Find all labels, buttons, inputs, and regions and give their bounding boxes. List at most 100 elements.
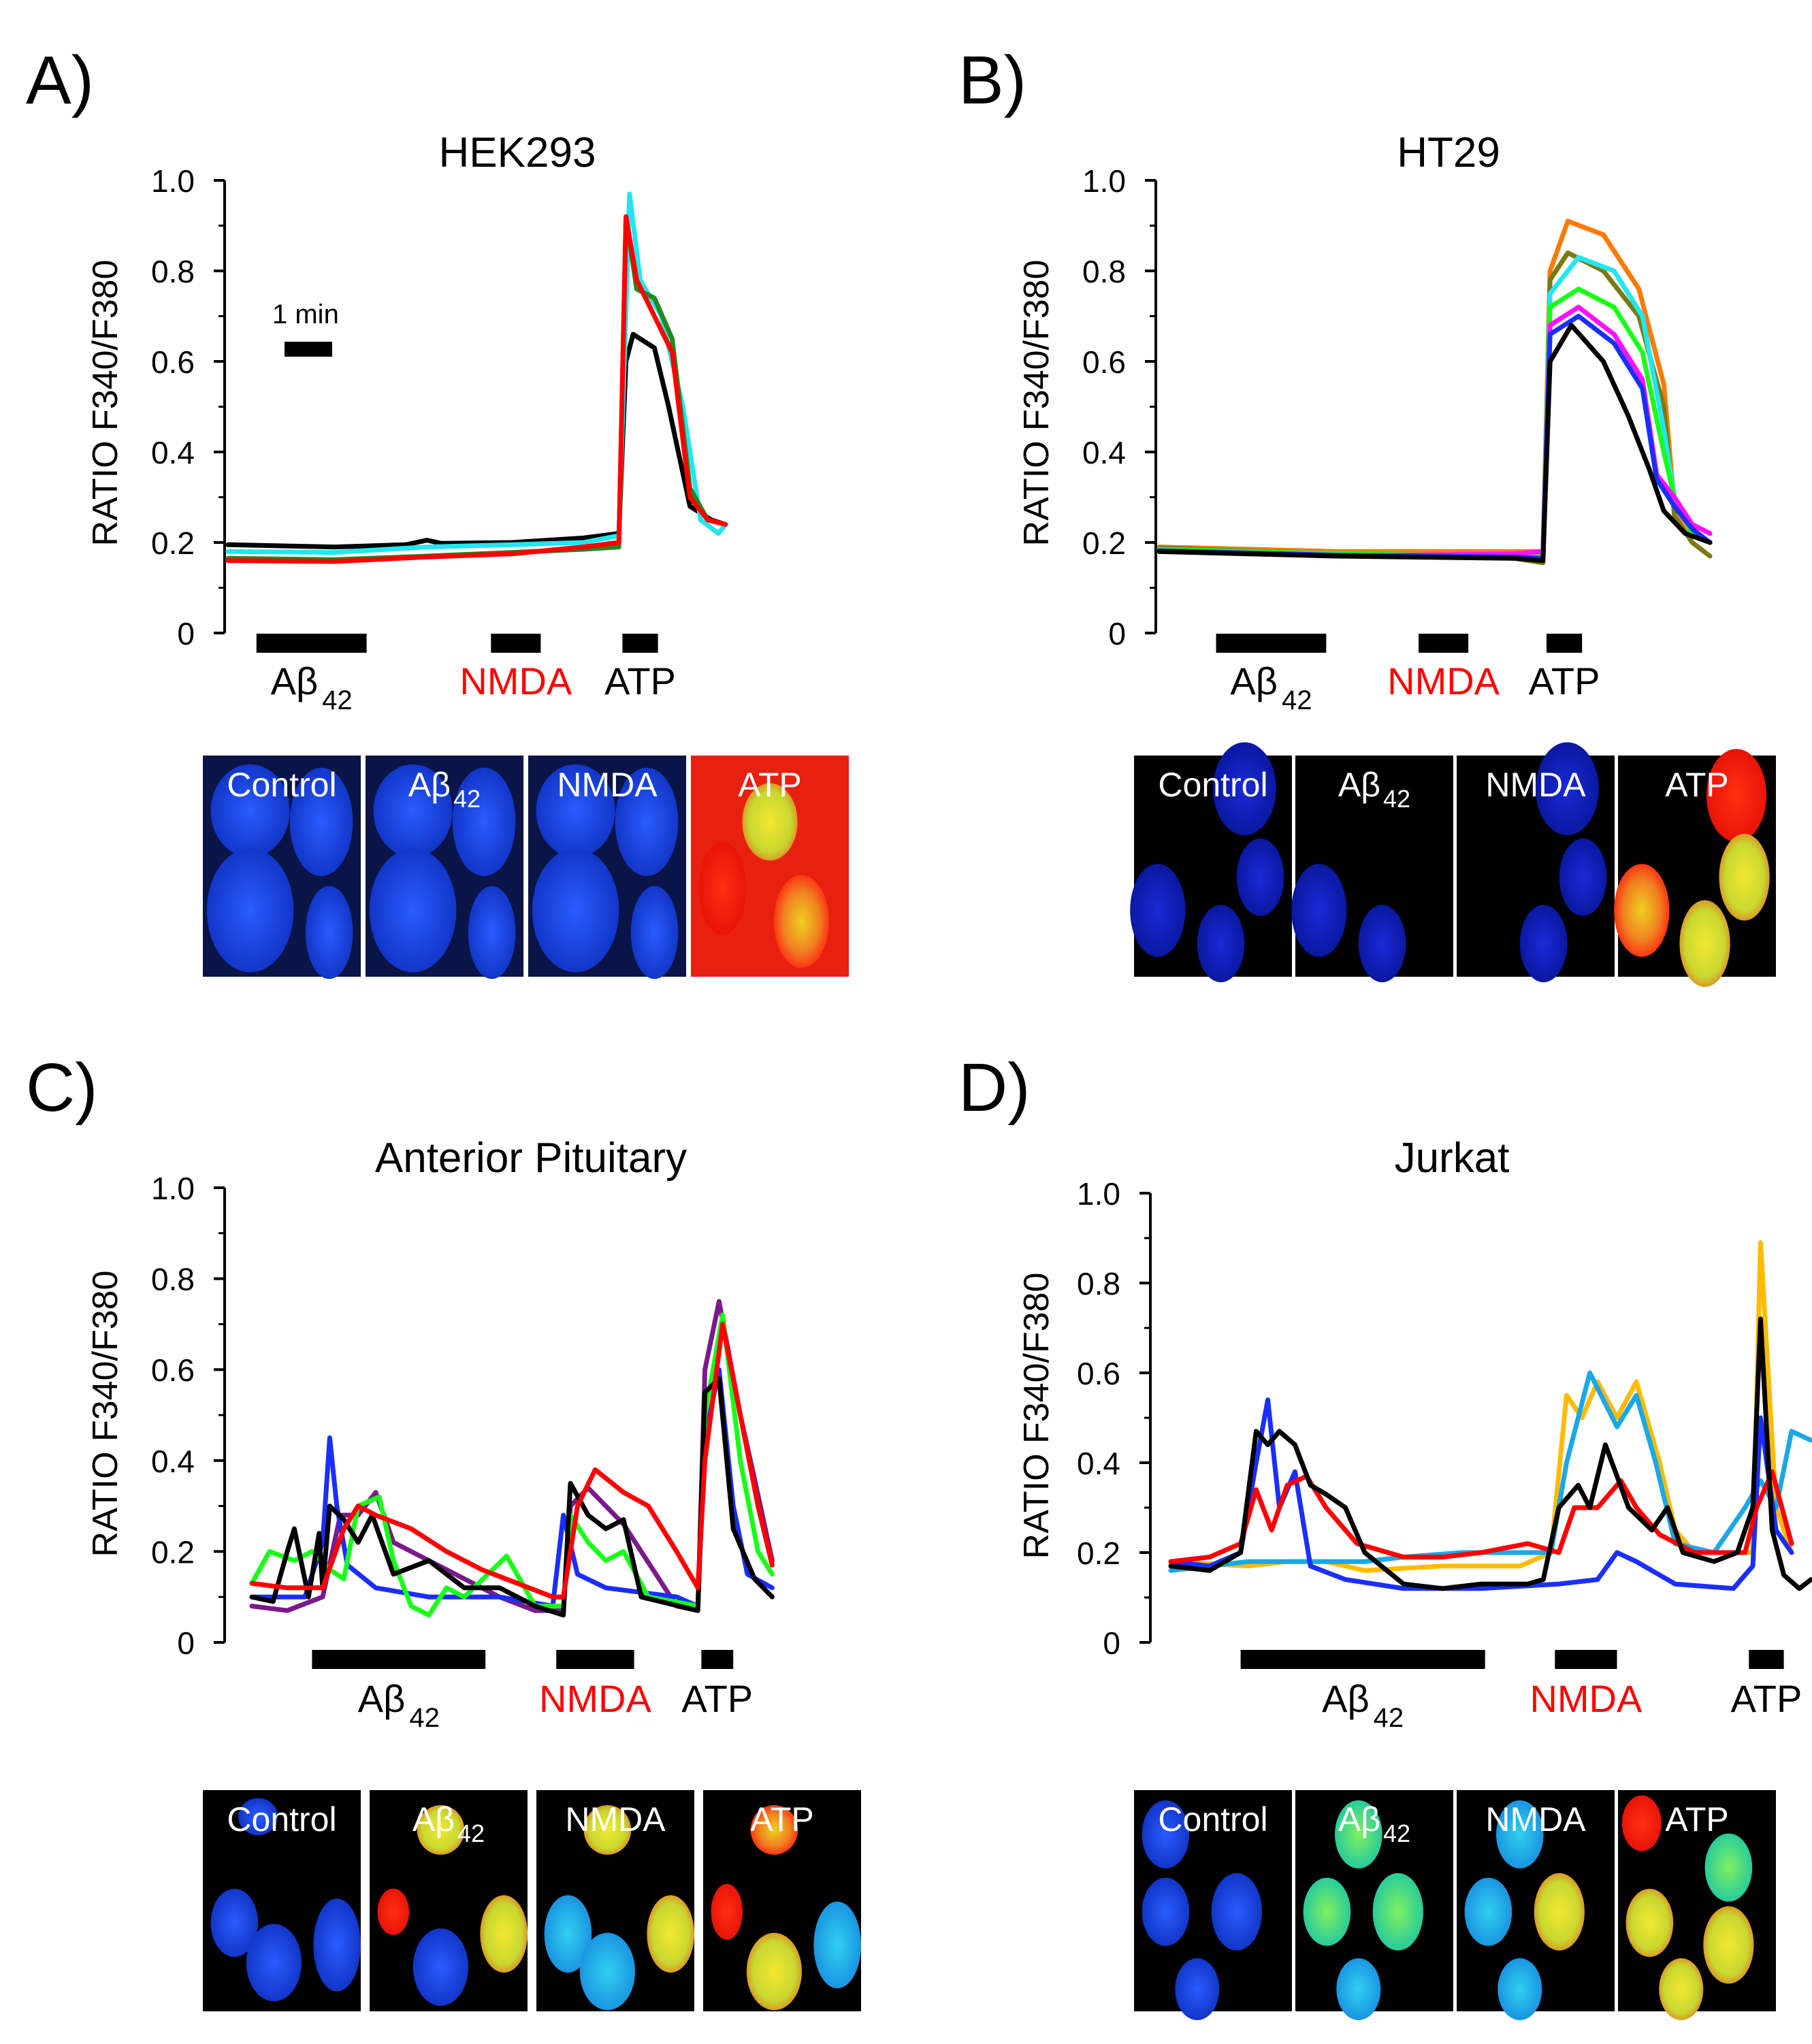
stimulus-bar-1 [256,634,367,653]
panel-c: C) Anterior Pituitary RATIO F340/F380 00… [26,1050,861,2011]
stimulus-bar-1 [1216,634,1327,653]
stimulus-label-1: Aβ 42 [1322,1677,1404,1733]
micrograph-label-4: ATP [1665,1800,1729,1838]
panel-a-plot: 0 0.2 0.4 0.6 0.8 1.0 Aβ 42 NMDA ATP [151,163,728,715]
stimulus-bar-2 [556,1650,634,1669]
panel-d: D) Jurkat RATIO F340/F380 0 0.2 0.4 0.6 0.8 1… [958,1050,1812,2020]
micrograph-label-1: Control [1158,766,1267,804]
series-line-1 [1168,1240,1794,1573]
y-tick-label: 0.2 [151,525,195,561]
series-line-4 [1168,1469,1794,1564]
micrograph-label-1: Control [227,766,336,804]
panel-c-letter: C) [26,1050,98,1126]
stimulus-bar-1 [1240,1650,1485,1669]
micrograph-2: Aβ 42 [1295,1790,1453,2020]
y-tick-label: 0 [1103,1625,1120,1661]
panel-b-ylabel: RATIO F340/F380 [1017,260,1056,547]
micrograph-1: Control [1134,1790,1292,2020]
y-tick-label: 0.8 [1082,254,1126,289]
y-tick-label: 0.8 [1077,1266,1120,1301]
y-tick-label: 0.6 [151,1352,195,1388]
series-line-4 [1156,287,1713,559]
stimulus-bar-3 [622,634,658,653]
stimulus-label-1: Aβ 42 [1230,660,1312,715]
stimulus-label-2: NMDA [539,1677,652,1720]
panel-b-title: HT29 [1397,129,1500,176]
panel-c-plot: 0 0.2 0.4 0.6 0.8 1.0 Aβ 42 NMDA ATP [151,1171,775,1733]
micrograph-1: Control [203,1790,361,2011]
y-tick-label: 0.6 [1082,344,1126,380]
series-line-7 [1156,323,1713,564]
micrograph-3: NMDA [536,1790,694,2011]
stimulus-label-2: NMDA [1530,1677,1643,1720]
stimulus-bar-3 [1749,1650,1784,1669]
panel-a-letter: A) [26,42,94,118]
panel-d-title: Jurkat [1395,1135,1510,1182]
micrograph-label-4: ATP [750,1800,814,1838]
panel-a-scale-bar-label: 1 min [272,299,339,329]
y-tick-label: 0 [177,1625,195,1661]
stimulus-bar-1 [312,1650,486,1669]
series-line-2 [225,191,728,555]
micrograph-1: Control [203,756,361,979]
micrograph-2: Aβ 42 [366,756,523,979]
panel-c-ylabel: RATIO F340/F380 [86,1271,125,1557]
y-tick-label: 0.4 [151,1444,195,1479]
panel-a-title: HEK293 [439,129,596,176]
stimulus-label-2: NMDA [459,660,572,702]
series-line-2 [1156,250,1713,566]
micrograph-label-1: Control [1158,1800,1267,1838]
panel-a-images: Control Aβ 42 NMDA ATP [203,756,849,979]
panel-c-images: Control Aβ 42 NMDA ATP [203,1790,861,2011]
series-line-3 [225,214,728,562]
y-tick-label: 0 [177,616,195,651]
y-tick-label: 0.4 [151,435,195,470]
stimulus-bar-2 [491,634,541,653]
micrograph-1: Control [1130,742,1292,983]
stimulus-label-3: ATP [604,660,676,702]
stimulus-label-2: NMDA [1387,660,1500,702]
stimulus-bar-2 [1555,1650,1617,1669]
series-line-1 [225,331,728,550]
panel-d-letter: D) [958,1050,1031,1126]
y-tick-label: 0.8 [151,254,195,289]
panel-b-images: Control Aβ 42 NMDA ATP [1130,742,1776,987]
y-tick-label: 0.4 [1082,435,1126,470]
panel-d-images: Control Aβ 42 NMDA ATP [1134,1790,1776,2020]
micrograph-4: ATP [691,756,849,977]
series-line-5 [1156,304,1713,559]
stimulus-label-3: ATP [1529,660,1600,702]
panel-b-letter: B) [958,42,1026,118]
micrograph-label-3: NMDA [557,766,658,804]
micrograph-4: ATP [1614,749,1776,987]
micrograph-label-1: Control [227,1800,336,1838]
y-tick-label: 1.0 [1082,163,1126,199]
y-tick-label: 0.6 [151,344,195,380]
micrograph-label-4: ATP [1665,766,1729,804]
y-tick-label: 1.0 [151,1171,195,1206]
stimulus-label-3: ATP [681,1677,753,1720]
y-tick-label: 1.0 [1077,1176,1120,1212]
micrograph-4: ATP [1618,1790,1776,2020]
series-line-5 [249,1321,775,1600]
panel-b: B) HT29 RATIO F340/F380 0 0.2 0.4 0.6 0.8 1.0… [958,42,1776,987]
y-tick-label: 0.2 [151,1534,195,1570]
panel-b-plot: 0 0.2 0.4 0.6 0.8 1.0 Aβ 42 NMDA ATP [1082,163,1713,715]
panel-a-ylabel: RATIO F340/F380 [86,260,125,547]
micrograph-4: ATP [703,1790,861,2011]
y-tick-label: 0.2 [1082,525,1126,561]
micrograph-label-3: NMDA [565,1800,666,1838]
y-tick-label: 0 [1108,616,1126,651]
micrograph-label-4: ATP [738,766,802,804]
y-tick-label: 0.4 [1077,1446,1120,1481]
stimulus-label-1: Aβ 42 [358,1677,440,1733]
micrograph-label-3: NMDA [1485,1800,1586,1838]
panel-a: A) HEK293 RATIO F340/F380 0 0.2 0.4 0.6 0.8 1… [26,42,849,979]
panel-d-ylabel: RATIO F340/F380 [1017,1273,1056,1559]
stimulus-bar-3 [1546,634,1583,653]
micrograph-3: NMDA [528,756,686,979]
series-line-4 [225,214,728,564]
y-tick-label: 0.8 [151,1262,195,1297]
micrograph-3: NMDA [1457,742,1615,983]
